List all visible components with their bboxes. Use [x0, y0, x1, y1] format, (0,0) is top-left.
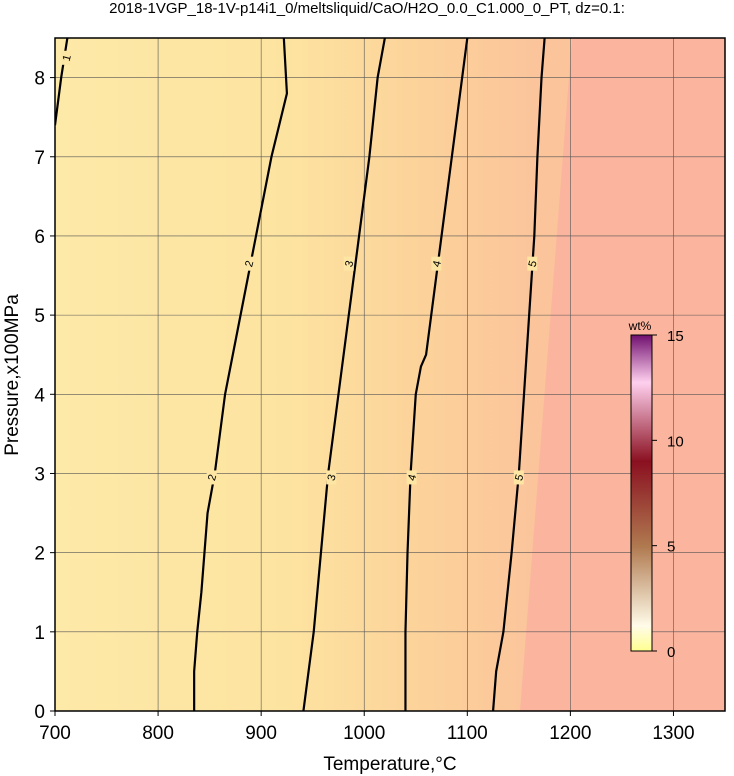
- x-tick-label: 700: [39, 723, 71, 744]
- y-tick-label: 0: [34, 702, 45, 723]
- colorbar: [630, 334, 653, 652]
- x-tick-label: 1100: [447, 723, 488, 744]
- contour-label: 5: [527, 259, 540, 268]
- y-tick-label: 5: [34, 306, 45, 327]
- plot-area: 1 2 2 3 3 4 4 5 5: [55, 38, 725, 711]
- contour-label-bg: [326, 470, 337, 485]
- contour-label: 3: [326, 473, 339, 482]
- contour-label-bg: [206, 470, 217, 485]
- colorbar-tick-label: 0: [667, 644, 675, 661]
- frame: [54, 37, 726, 712]
- y-tick-label: 2: [34, 544, 45, 565]
- chart-title: 2018-1VGP_18-1V-p14i1_0/meltsliquid/CaO/…: [109, 0, 625, 17]
- contour-line: [491, 38, 546, 711]
- contour-label: 2: [243, 259, 256, 268]
- colorbar-tick-label: 10: [667, 433, 684, 450]
- contour-label: 4: [431, 259, 444, 268]
- x-tick-label: 1200: [549, 723, 591, 744]
- y-tick-label: 1: [34, 623, 45, 644]
- y-tick-label: 7: [34, 148, 45, 169]
- contour-line: [404, 38, 469, 711]
- x-tick-label: 900: [245, 723, 277, 744]
- contour-label-bg: [431, 256, 442, 271]
- contour-label-bg: [406, 470, 417, 485]
- contour-line: [302, 38, 386, 711]
- y-axis-label: Pressure,x100MPa: [2, 294, 23, 456]
- x-tick-label: 800: [142, 723, 174, 744]
- contour-label-bg: [513, 470, 524, 485]
- contour-line: [193, 38, 289, 711]
- x-tick-label: 1300: [652, 723, 694, 744]
- contour-label: 2: [206, 473, 219, 482]
- y-tick-label: 4: [34, 385, 45, 406]
- contour-label-bg: [527, 256, 538, 271]
- colorbar-tick-label: 15: [667, 328, 684, 345]
- contour-label-bg: [343, 256, 354, 271]
- y-tick-label: 8: [34, 69, 45, 90]
- x-tick-label: 1000: [343, 723, 385, 744]
- colorbar-label: wt%: [628, 319, 652, 333]
- y-tick-label: 3: [34, 464, 45, 485]
- x-axis-label: Temperature,°C: [323, 754, 456, 775]
- y-tick-label: 6: [34, 227, 45, 248]
- contour-label-bg: [61, 50, 72, 65]
- contour-label-bg: [243, 256, 254, 271]
- contour-label: 1: [61, 54, 74, 63]
- contour-label: 3: [343, 259, 356, 268]
- contour-label: 5: [513, 473, 526, 482]
- colorbar-tick-label: 5: [667, 539, 675, 556]
- contour-label: 4: [406, 473, 419, 482]
